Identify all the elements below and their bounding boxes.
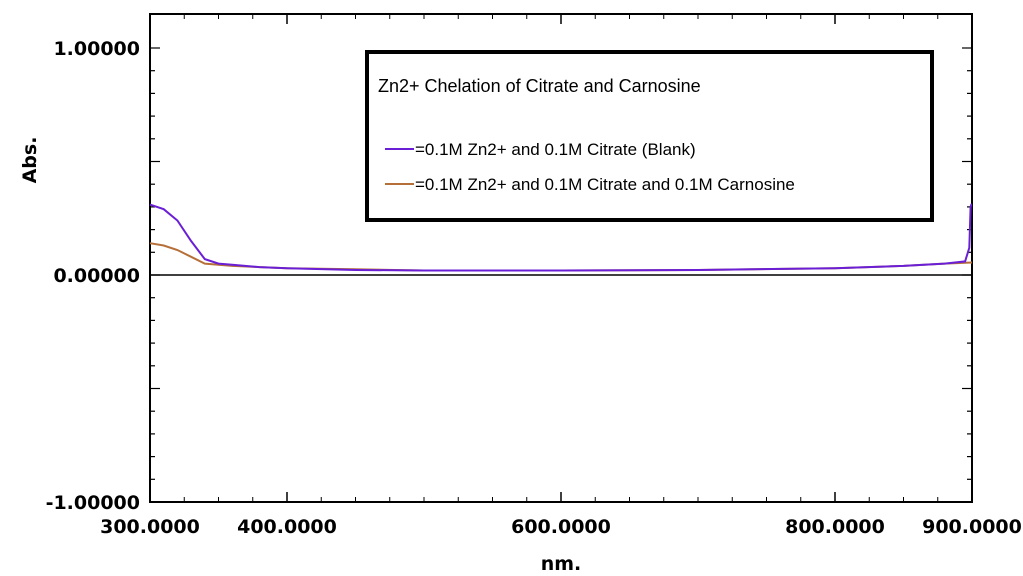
legend-entry-carnosine: =0.1M Zn2+ and 0.1M Citrate and 0.1M Car… [415,175,795,194]
legend-title: Zn2+ Chelation of Citrate and Carnosine [378,76,701,96]
series-line-1 [149,242,973,272]
tick-marks [149,14,973,503]
legend-entry-blank: =0.1M Zn2+ and 0.1M Citrate (Blank) [415,140,696,159]
x-axis-title: nm. [541,553,582,575]
x-tick-label: 400.0000 [237,516,337,538]
y-tick-label: 1.00000 [53,38,140,60]
series-line-0 [149,203,973,272]
x-tick-label: 800.0000 [785,516,885,538]
x-tick-label: 600.0000 [511,516,611,538]
legend-box [365,50,934,222]
series-layer [149,203,973,272]
legend: Zn2+ Chelation of Citrate and Carnosine … [365,50,934,222]
y-axis-title: Abs. [19,137,41,184]
y-tick-label: 0.00000 [53,265,140,287]
y-tick-label: -1.00000 [46,492,140,514]
x-tick-label: 300.0000 [100,516,200,538]
tick-labels: 300.0000 400.0000 600.0000 800.0000 900.0000… [46,38,1022,538]
x-tick-label: 900.0000 [922,516,1022,538]
